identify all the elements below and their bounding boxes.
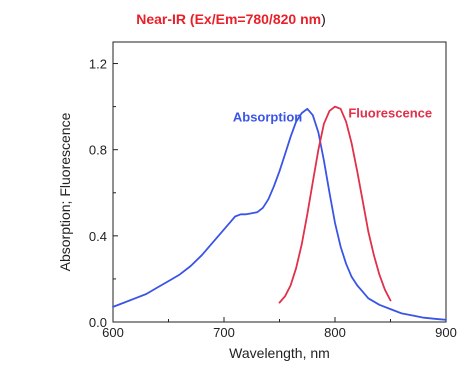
x-tick-label: 600: [102, 325, 124, 340]
absorption-series-line: [112, 107, 447, 321]
y-axis-label: Absorption; Fluorescence: [57, 112, 73, 271]
chart-title: Near-IR (Ex/Em=780/820 nm): [0, 11, 462, 27]
chart-title-main: Near-IR (Ex/Em=780/820 nm: [136, 11, 322, 27]
absorption-series-label: Absorption: [233, 110, 302, 125]
axis-ticks: 600 700 800 900 0.0 0.4 0.8 1.2: [89, 57, 457, 340]
x-tick-label: 800: [324, 325, 346, 340]
y-tick-label: 0.0: [89, 315, 107, 330]
x-tick-label: 700: [213, 325, 235, 340]
y-tick-label: 0.8: [89, 143, 107, 158]
y-tick-label: 1.2: [89, 57, 107, 72]
fluorescence-series-line: [278, 105, 392, 304]
y-tick-label: 0.4: [89, 229, 107, 244]
fluorescence-series-label: Fluorescence: [348, 105, 432, 120]
series-lines: [112, 105, 447, 321]
plot-area-frame: [112, 41, 447, 323]
chart-title-closing: ): [321, 11, 326, 27]
chart-labels: Absorption Fluorescence: [233, 105, 432, 124]
x-axis-label: Wavelength, nm: [229, 345, 330, 361]
x-tick-label: 900: [435, 325, 457, 340]
